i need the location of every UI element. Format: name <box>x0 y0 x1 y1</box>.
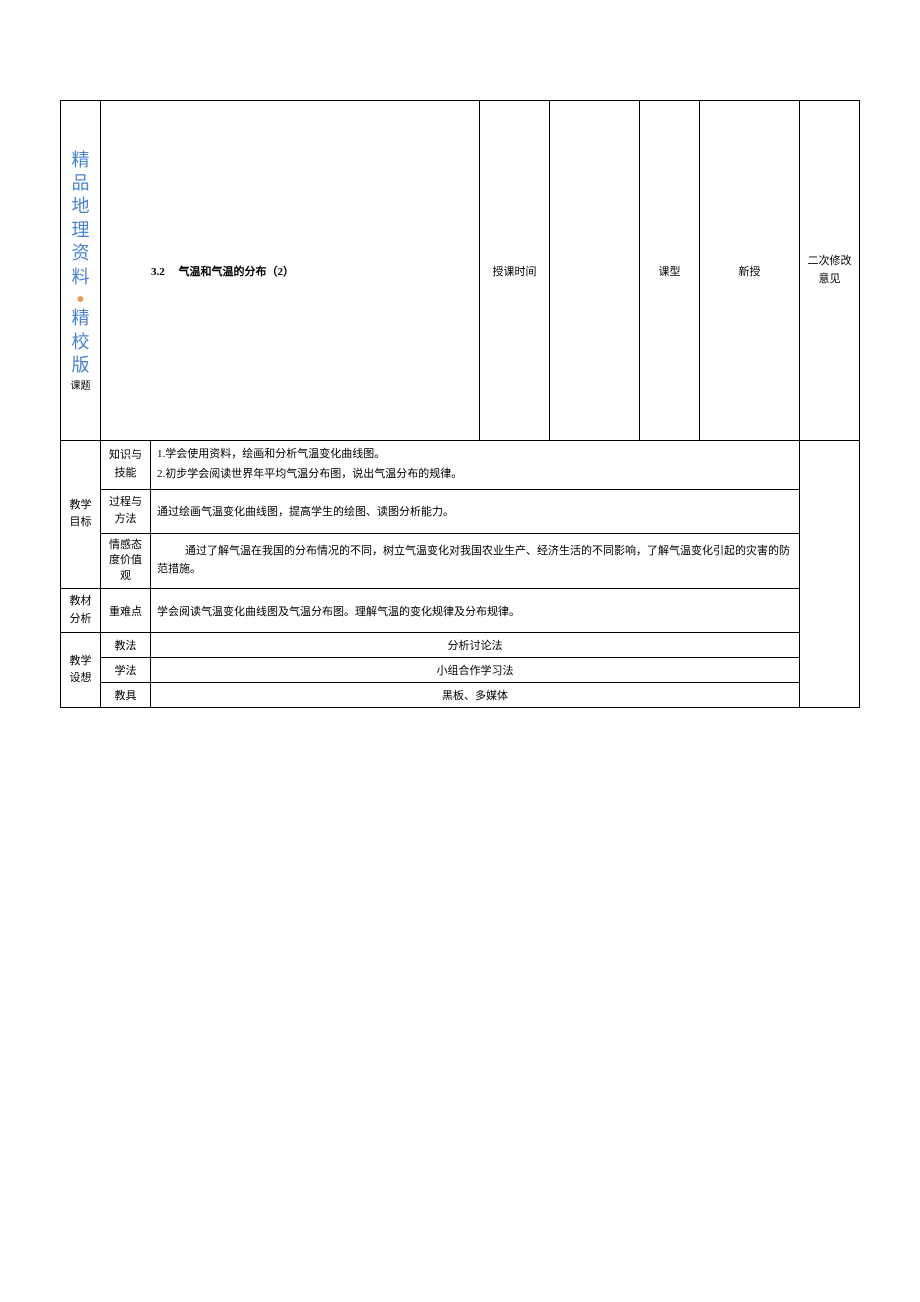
time-label: 授课时间 <box>480 101 550 441</box>
title-char: 理 <box>67 219 94 242</box>
title-char: 版 <box>67 354 94 377</box>
note-column <box>800 441 860 708</box>
tools-label: 教具 <box>101 683 151 708</box>
lesson-plan-table: 精 品 地 理 资 料 ● 精 校 版 课题 3.2 气温和气温的分布（2） <box>60 100 860 708</box>
type-label: 课型 <box>640 101 700 441</box>
design-label: 教学设想 <box>61 633 101 708</box>
material-row: 教材分析 重难点 学会阅读气温变化曲线图及气温分布图。理解气温的变化规律及分布规… <box>61 588 860 632</box>
title-char: 品 <box>67 172 94 195</box>
process-content: 通过绘画气温变化曲线图，提高学生的绘图、读图分析能力。 <box>151 489 800 533</box>
learn-method-label: 学法 <box>101 658 151 683</box>
emotion-content: 通过了解气温在我国的分布情况的不同，树立气温变化对我国农业生产、经济生活的不同影… <box>151 533 800 588</box>
title-dot: ● <box>67 289 94 307</box>
knowledge-label: 知识与技能 <box>101 441 151 490</box>
teach-method-content: 分析讨论法 <box>151 633 800 658</box>
type-value: 新授 <box>700 101 800 441</box>
note-label: 二次修改意见 <box>800 101 860 441</box>
goals-process-row: 过程与方法 通过绘画气温变化曲线图，提高学生的绘图、读图分析能力。 <box>61 489 860 533</box>
topic-label: 课题 <box>67 377 94 392</box>
vertical-title: 精 品 地 理 资 料 ● 精 校 版 <box>67 149 94 378</box>
knowledge-line1: 1.学会使用资料，绘画和分析气温变化曲线图。 <box>157 445 793 465</box>
learn-method-content: 小组合作学习法 <box>151 658 800 683</box>
knowledge-content: 1.学会使用资料，绘画和分析气温变化曲线图。 2.初步学会阅读世界年平均气温分布… <box>151 441 800 490</box>
goals-emotion-row: 情感态度价值观 通过了解气温在我国的分布情况的不同，树立气温变化对我国农业生产、… <box>61 533 860 588</box>
title-char: 校 <box>67 331 94 354</box>
section-title: 气温和气温的分布（2） <box>179 266 295 278</box>
teach-method-label: 教法 <box>101 633 151 658</box>
design-tools-row: 教具 黑板、多媒体 <box>61 683 860 708</box>
section-title-cell: 3.2 气温和气温的分布（2） <box>101 101 480 441</box>
difficulty-content: 学会阅读气温变化曲线图及气温分布图。理解气温的变化规律及分布规律。 <box>151 588 800 632</box>
title-char: 精 <box>67 307 94 330</box>
goals-label: 教学目标 <box>61 441 101 589</box>
design-teach-row: 教学设想 教法 分析讨论法 <box>61 633 860 658</box>
vertical-title-cell: 精 品 地 理 资 料 ● 精 校 版 课题 <box>61 101 101 441</box>
tools-content: 黑板、多媒体 <box>151 683 800 708</box>
title-char: 精 <box>67 149 94 172</box>
title-char: 资 <box>67 242 94 265</box>
title-char: 料 <box>67 266 94 289</box>
emotion-label: 情感态度价值观 <box>101 533 151 588</box>
time-value <box>550 101 640 441</box>
emotion-text: 通过了解气温在我国的分布情况的不同，树立气温变化对我国农业生产、经济生活的不同影… <box>157 545 790 575</box>
design-learn-row: 学法 小组合作学习法 <box>61 658 860 683</box>
process-label: 过程与方法 <box>101 489 151 533</box>
section-number: 3.2 <box>151 266 165 278</box>
title-char: 地 <box>67 195 94 218</box>
header-row: 精 品 地 理 资 料 ● 精 校 版 课题 3.2 气温和气温的分布（2） <box>61 101 860 441</box>
goals-knowledge-row: 教学目标 知识与技能 1.学会使用资料，绘画和分析气温变化曲线图。 2.初步学会… <box>61 441 860 490</box>
knowledge-line2: 2.初步学会阅读世界年平均气温分布图，说出气温分布的规律。 <box>157 465 793 485</box>
material-label: 教材分析 <box>61 588 101 632</box>
difficulty-label: 重难点 <box>101 588 151 632</box>
